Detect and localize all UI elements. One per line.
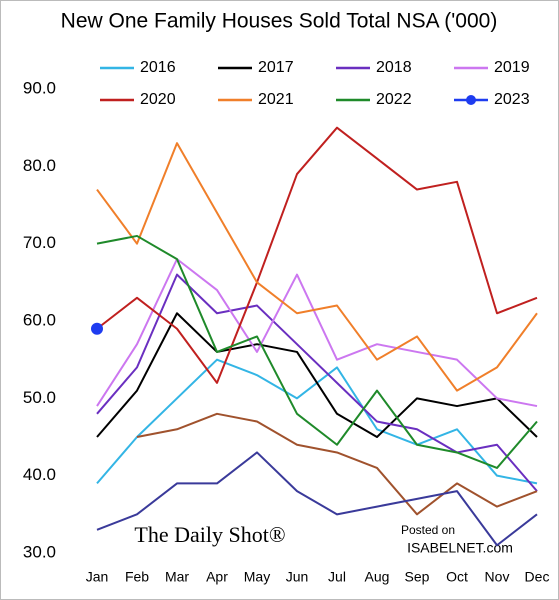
x-tick-label: Dec (525, 569, 550, 585)
chart-title: New One Family Houses Sold Total NSA ('0… (61, 10, 498, 33)
y-tick-label: 60.0 (23, 310, 56, 329)
x-tick-label: Apr (206, 569, 228, 585)
series-line (96, 258, 538, 408)
x-tick-label: Sep (405, 569, 430, 585)
x-tick-label: Mar (165, 569, 189, 585)
y-tick-label: 90.0 (23, 78, 56, 97)
x-tick-label: Aug (365, 569, 390, 585)
y-tick-label: 80.0 (23, 156, 56, 175)
x-tick-label: Jul (328, 569, 346, 585)
series-line (96, 358, 538, 485)
y-tick-label: 50.0 (23, 388, 56, 407)
series-line (96, 312, 538, 438)
series-line (96, 451, 538, 547)
series-line (96, 273, 538, 492)
series-line (96, 234, 538, 469)
watermark: The Daily Shot® (134, 522, 285, 547)
series-line (96, 142, 538, 392)
legend-label: 2020 (140, 91, 176, 108)
x-tick-label: Nov (485, 569, 510, 585)
series-line (96, 126, 538, 384)
x-tick-label: May (244, 569, 270, 585)
series-line (136, 412, 538, 516)
legend-label: 2022 (376, 91, 412, 108)
watermark: ISABELNET.com (407, 540, 513, 556)
y-tick-label: 40.0 (23, 465, 56, 484)
x-tick-label: Jan (86, 569, 109, 585)
y-tick-label: 30.0 (23, 542, 56, 561)
x-tick-label: Oct (446, 569, 468, 585)
legend-label: 2017 (258, 59, 294, 76)
legend-label: 2019 (494, 59, 530, 76)
legend-marker (466, 95, 476, 105)
legend-label: 2018 (376, 59, 412, 76)
series-point (91, 322, 103, 335)
x-tick-label: Feb (125, 569, 149, 585)
y-tick-label: 70.0 (23, 233, 56, 252)
legend-label: 2016 (140, 59, 176, 76)
legend-label: 2021 (258, 91, 294, 108)
x-tick-label: Jun (286, 569, 309, 585)
legend-label: 2023 (494, 91, 530, 108)
watermark: Posted on (401, 523, 455, 537)
